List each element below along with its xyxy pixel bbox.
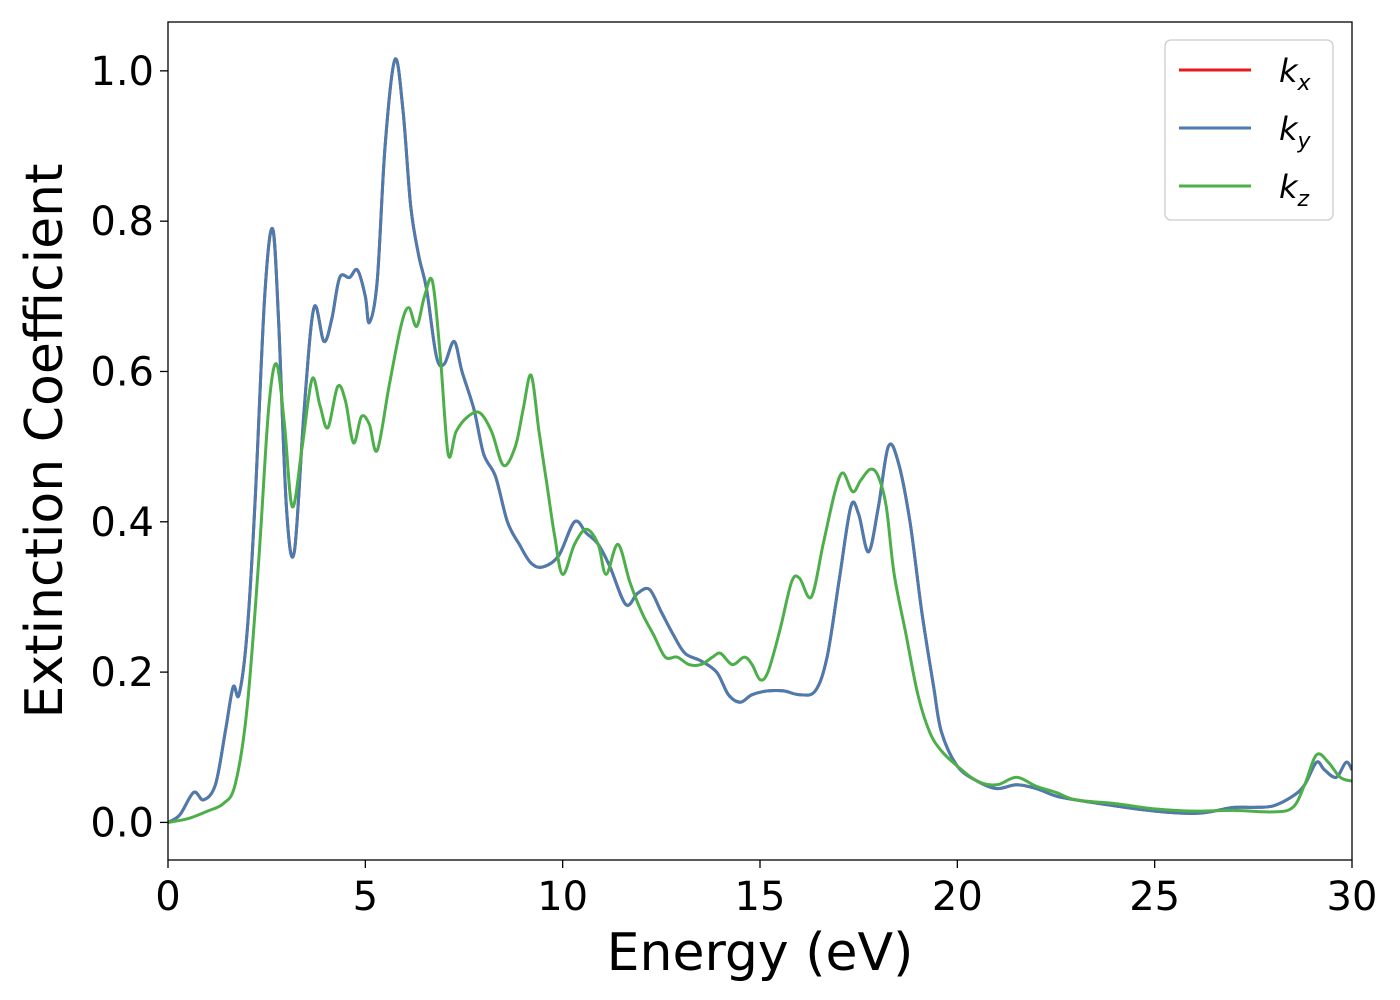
- y-tick-label: 0.8: [90, 199, 154, 245]
- y-tick-label: 0.0: [90, 800, 154, 846]
- legend-label-ky: ky: [1279, 110, 1312, 154]
- x-axis-title: Energy (eV): [607, 923, 914, 983]
- series-line-ky: [168, 57, 1352, 824]
- x-tick-label: 15: [735, 874, 786, 920]
- legend-subscript: x: [1297, 71, 1312, 96]
- y-tick-label: 1.0: [90, 49, 154, 95]
- legend-box: [1164, 39, 1334, 221]
- x-tick-label: 30: [1327, 874, 1378, 920]
- y-tick-label: 0.6: [90, 349, 154, 395]
- legend-label-kx: kx: [1279, 52, 1312, 96]
- y-axis-title: Extinction Coefficient: [15, 164, 75, 719]
- legend: kx ky kz: [1164, 39, 1334, 221]
- legend-subscript: y: [1297, 129, 1312, 154]
- x-tick-label: 10: [537, 874, 588, 920]
- y-tick-label: 0.4: [90, 500, 154, 546]
- x-tick-label: 25: [1129, 874, 1180, 920]
- series-layer: [168, 57, 1352, 824]
- series-line-kz: [168, 276, 1352, 824]
- x-tick-label: 0: [155, 874, 180, 920]
- y-axis: 0.0 0.2 0.4 0.6 0.8 1.0: [90, 49, 168, 846]
- legend-label-kz: kz: [1279, 168, 1310, 212]
- y-tick-label: 0.2: [90, 650, 154, 696]
- legend-subscript: z: [1297, 187, 1310, 212]
- x-axis: 0 5 10 15 20 25 30: [155, 21, 1378, 920]
- x-tick-label: 20: [932, 874, 983, 920]
- x-tick-label: 5: [353, 874, 378, 920]
